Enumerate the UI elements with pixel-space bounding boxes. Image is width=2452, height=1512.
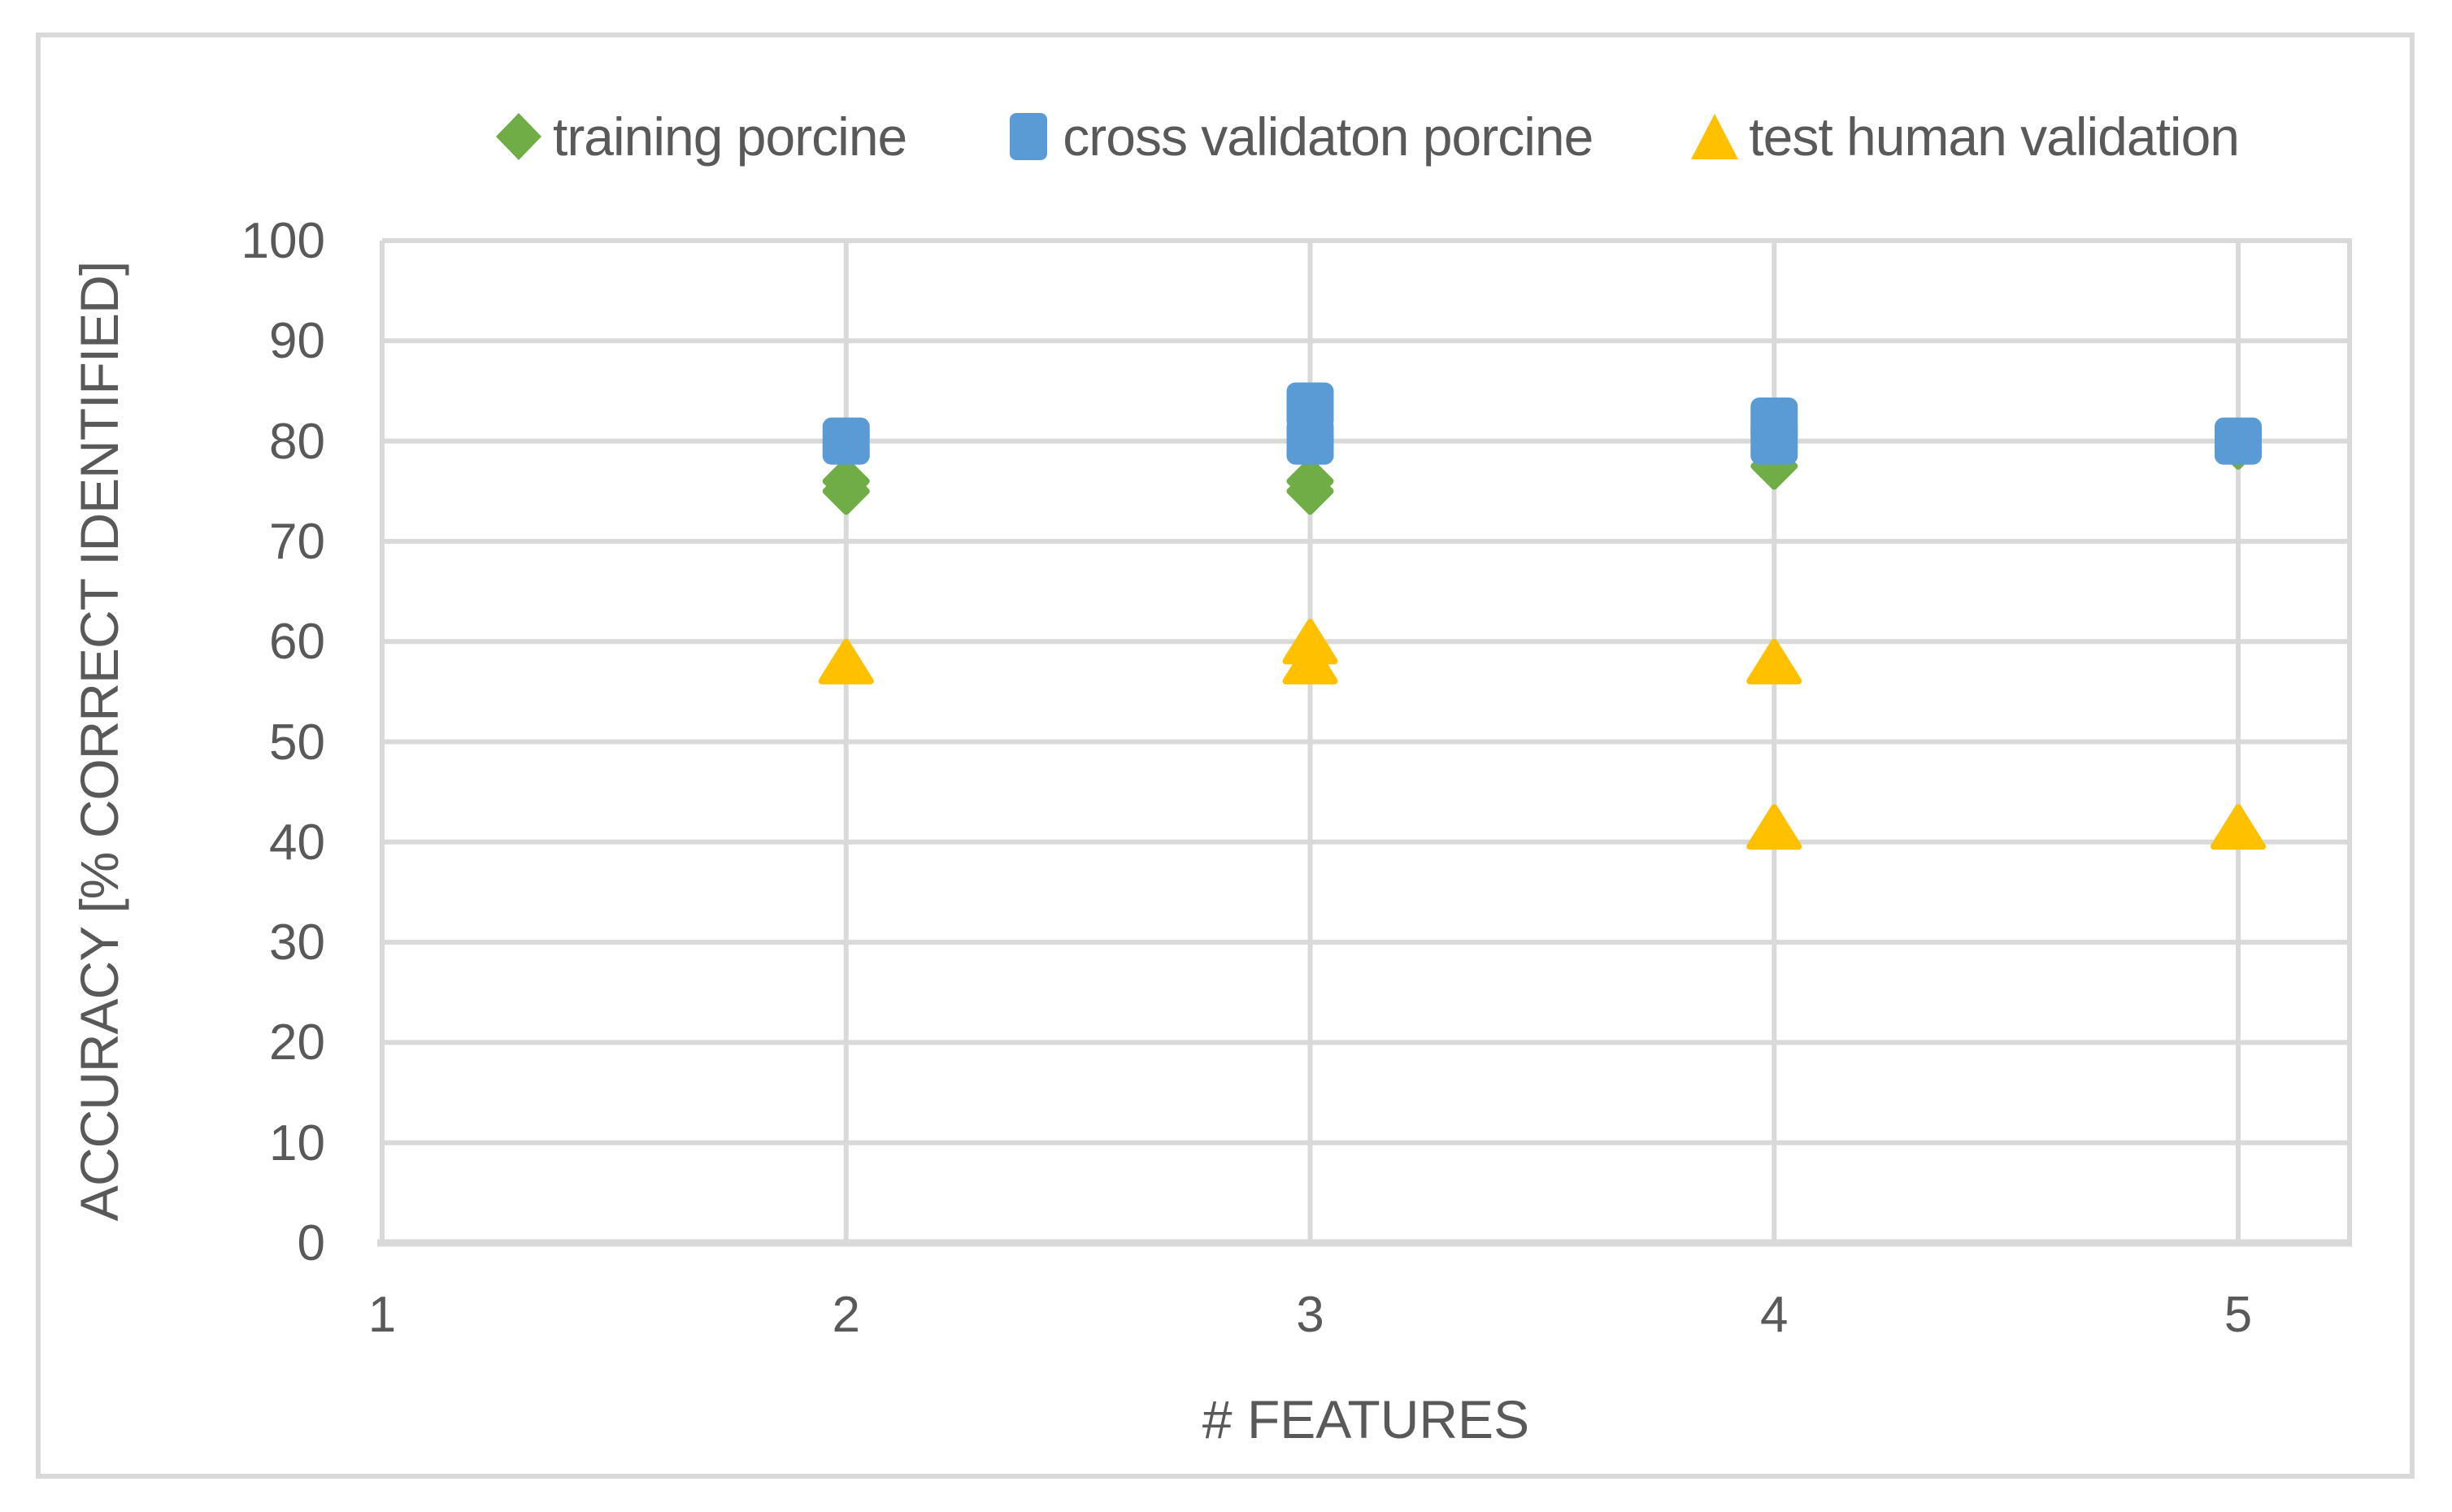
y-tick-label: 40 — [269, 814, 325, 871]
legend-item: cross validaton porcine — [1002, 110, 1593, 163]
data-point-marker — [1746, 638, 1802, 684]
figure-frame — [36, 33, 2415, 1479]
legend-item-label: cross validaton porcine — [1063, 106, 1593, 167]
data-point-marker — [1282, 619, 1338, 665]
data-point-marker — [2215, 417, 2263, 465]
data-point-marker — [822, 467, 870, 515]
legend-item: test human validation — [1689, 106, 2240, 167]
data-point-marker — [1746, 804, 1802, 850]
y-tick-label: 70 — [269, 513, 325, 570]
data-point-marker — [1286, 382, 1334, 430]
y-tick-label: 50 — [269, 714, 325, 771]
y-axis-title: ACCURACY [% CORRECT IDENTIFIED] — [69, 261, 129, 1222]
y-tick-label: 10 — [269, 1114, 325, 1171]
x-tick-label: 3 — [1296, 1287, 1324, 1343]
x-axis-title: # FEATURES — [1202, 1389, 1530, 1449]
y-tick-label: 100 — [241, 213, 325, 269]
x-tick-label: 4 — [1760, 1287, 1789, 1343]
x-tick-label: 5 — [2224, 1287, 2253, 1343]
data-point-marker — [1750, 397, 1798, 445]
y-tick-label: 0 — [297, 1215, 325, 1271]
data-point-marker — [822, 417, 870, 465]
y-tick-label: 90 — [269, 313, 325, 370]
legend: training porcine cross validaton porcine t… — [382, 96, 2350, 177]
data-point-marker — [818, 638, 874, 684]
y-tick-label: 60 — [269, 614, 325, 671]
y-tick-label: 20 — [269, 1015, 325, 1071]
legend-item-label: test human validation — [1749, 106, 2240, 167]
y-tick-label: 30 — [269, 915, 325, 971]
legend-item-label: training porcine — [552, 106, 907, 167]
x-tick-label: 1 — [367, 1287, 397, 1343]
triangle-icon — [1689, 111, 1741, 163]
square-icon — [1002, 111, 1054, 163]
y-tick-label: 80 — [269, 413, 325, 470]
diamond-icon — [493, 111, 545, 163]
x-tick-label: 2 — [832, 1287, 860, 1343]
data-point-marker — [2211, 804, 2267, 850]
legend-item: training porcine — [493, 106, 907, 167]
data-point-marker — [1286, 467, 1334, 515]
